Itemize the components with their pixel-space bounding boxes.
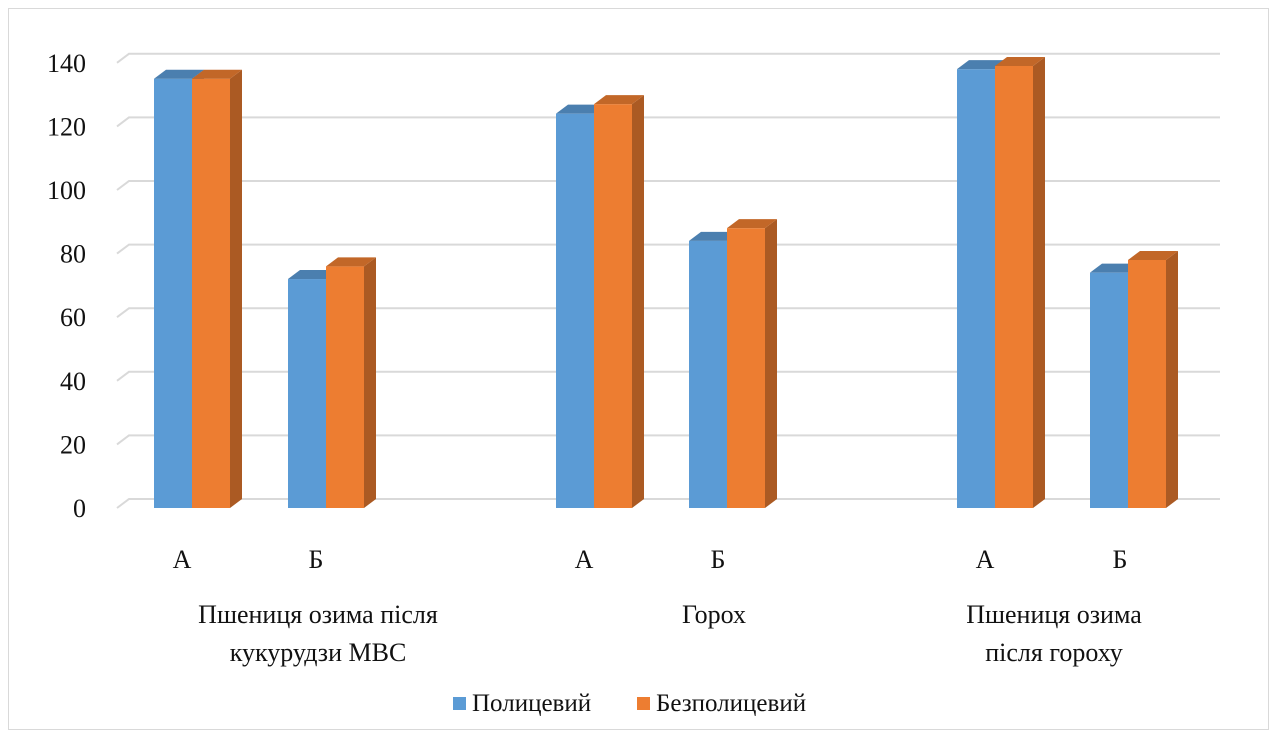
- legend-swatch: [637, 697, 650, 710]
- y-tick-label: 20: [60, 430, 86, 459]
- category-label: А: [575, 545, 594, 574]
- category-label: А: [976, 545, 995, 574]
- gridlines: [116, 52, 1220, 509]
- gridline: [116, 52, 1220, 64]
- y-tick-label: 60: [60, 303, 86, 332]
- group-label: Горох: [682, 600, 746, 629]
- category-label: Б: [711, 545, 726, 574]
- legend-label: Полицевий: [472, 690, 591, 717]
- y-tick-label: 100: [47, 176, 86, 205]
- bar-bezpolytsevyi: [326, 257, 376, 508]
- bars: [154, 56, 1178, 509]
- group-label: після гороху: [985, 638, 1123, 667]
- gridline: [116, 370, 1220, 382]
- gridline: [116, 243, 1220, 255]
- legend-swatch: [453, 697, 466, 710]
- gridline: [116, 498, 1220, 509]
- category-label: Б: [1113, 545, 1128, 574]
- category-label: Б: [309, 545, 324, 574]
- bar-bezpolytsevyi: [1128, 250, 1178, 508]
- gridline: [116, 180, 1220, 191]
- gridline: [116, 307, 1220, 319]
- bar-bezpolytsevyi: [192, 69, 242, 508]
- legend: Полицевий Безполицевий: [453, 690, 806, 717]
- category-label: А: [173, 545, 192, 574]
- gridline: [116, 434, 1220, 446]
- group-label: Пшениця озима: [966, 600, 1142, 629]
- y-tick-label: 120: [47, 112, 86, 141]
- bar-bezpolytsevyi: [995, 56, 1045, 508]
- y-tick-label: 140: [47, 49, 86, 78]
- bar-bezpolytsevyi: [594, 95, 644, 508]
- group-label: кукурудзи МВС: [230, 638, 407, 667]
- bar-bezpolytsevyi: [727, 219, 777, 508]
- legend-label: Безполицевий: [656, 690, 806, 717]
- y-tick-label: 80: [60, 240, 86, 269]
- y-tick-label: 40: [60, 367, 86, 396]
- group-label: Пшениця озима після: [198, 600, 438, 629]
- x-axis-groups: Пшениця озима після кукурудзи МВС Горох Пше…: [198, 600, 1142, 667]
- y-axis-ticks: 0 20 40 60 80 100 120 140: [47, 49, 86, 523]
- gridline: [116, 116, 1220, 128]
- y-tick-label: 0: [73, 494, 86, 523]
